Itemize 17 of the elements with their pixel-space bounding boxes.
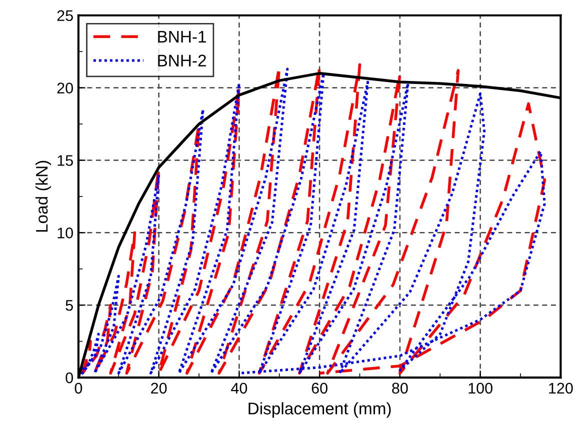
y-tick-label: 5 [66, 300, 73, 311]
x-tick-label: 60 [312, 382, 328, 394]
y-tick-label: 25 [57, 10, 73, 22]
legend-label: BNH-1 [158, 30, 206, 42]
x-tick-label: 20 [151, 382, 167, 394]
legend-label: BNH-2 [158, 54, 206, 66]
x-tick-label: 120 [549, 382, 573, 394]
x-tick-label: 100 [468, 382, 492, 394]
x-axis-title: Displacement (mm) [248, 402, 391, 418]
x-tick-label: 0 [74, 382, 82, 394]
x-tick-label: 40 [231, 382, 248, 394]
y-tick-label: 0 [66, 372, 73, 384]
y-tick-label: 15 [58, 155, 73, 166]
x-tick-label: 80 [392, 382, 408, 394]
y-tick-label: 10 [58, 228, 73, 238]
y-axis-title: Load (kN) [35, 160, 52, 232]
y-tick-label: 20 [57, 82, 73, 94]
